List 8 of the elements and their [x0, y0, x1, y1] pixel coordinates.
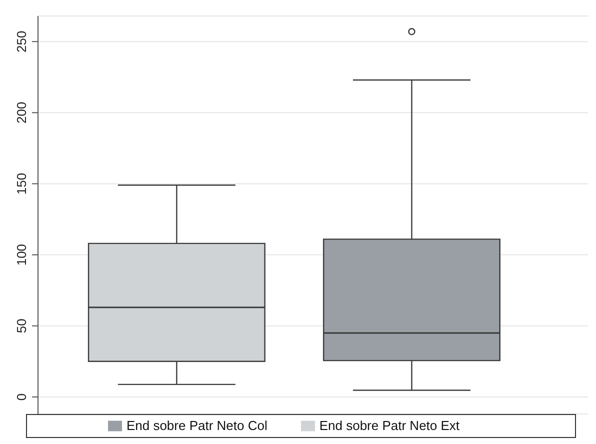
legend-label: End sobre Patr Neto Col: [126, 418, 268, 433]
y-tick-label: 0: [14, 393, 29, 401]
legend-label: End sobre Patr Neto Ext: [319, 418, 460, 433]
y-tick-label: 100: [14, 244, 29, 266]
y-tick-label: 200: [14, 102, 29, 124]
y-tick-label: 50: [14, 318, 29, 334]
y-tick-label: 150: [14, 172, 29, 195]
y-tick-label: 250: [14, 30, 29, 52]
